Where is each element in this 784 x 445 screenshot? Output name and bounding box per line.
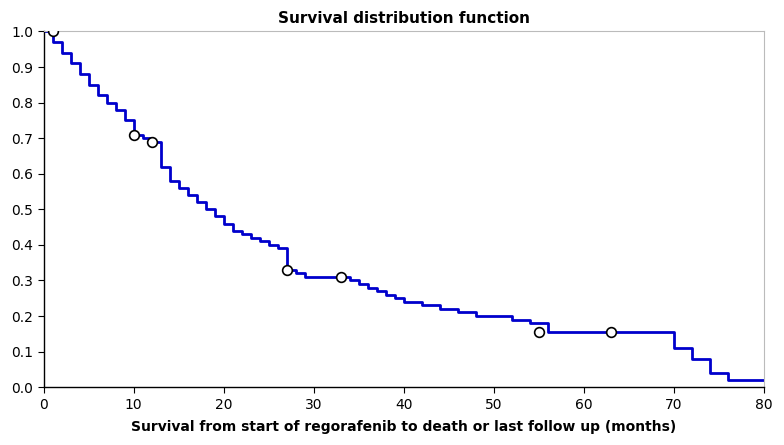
- Title: Survival distribution function: Survival distribution function: [278, 11, 530, 26]
- X-axis label: Survival from start of regorafenib to death or last follow up (months): Survival from start of regorafenib to de…: [131, 420, 677, 434]
